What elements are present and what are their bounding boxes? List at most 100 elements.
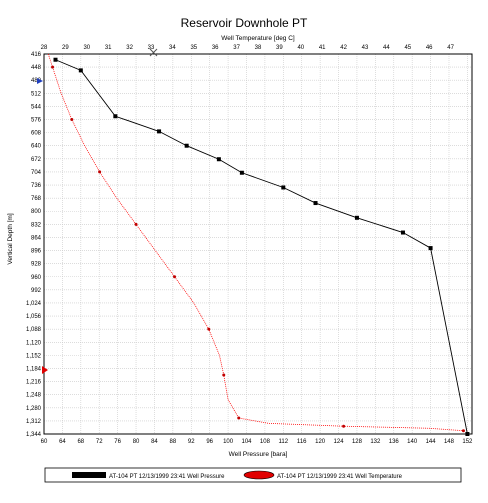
- red-triangle-icon: [42, 366, 48, 374]
- bottom-tick-label: 112: [279, 439, 289, 445]
- y-tick-label: 448: [31, 65, 42, 71]
- pointer-cursor-icon: [149, 48, 158, 57]
- y-tick-label: 1,280: [26, 406, 42, 412]
- bottom-tick-label: 144: [426, 439, 437, 445]
- y-tick-label: 544: [31, 104, 42, 110]
- y-tick-label: 704: [31, 170, 42, 176]
- pressure-point: [216, 157, 221, 162]
- y-tick-label: 1,024: [26, 301, 42, 307]
- bottom-tick-label: 140: [407, 439, 418, 445]
- legend-pressure-swatch: [72, 472, 106, 478]
- bottom-tick-label: 136: [389, 439, 400, 445]
- y-tick-label: 736: [31, 183, 42, 189]
- temperature-line: [47, 53, 464, 432]
- legend: AT-104 PT 12/13/1999 23:41 Well Pressure…: [44, 467, 462, 483]
- temperature-point: [237, 416, 241, 420]
- temperature-point: [342, 424, 346, 428]
- pressure-point: [113, 114, 118, 119]
- top-tick-label: 33: [148, 45, 155, 51]
- top-tick-label: 36: [212, 45, 219, 51]
- pressure-point: [53, 57, 58, 62]
- bottom-tick-label: 116: [297, 439, 307, 445]
- bottom-tick-label: 88: [170, 439, 177, 445]
- legend-pressure-label: AT-104 PT 12/13/1999 23:41 Well Pressure: [109, 474, 225, 480]
- temperature-point: [222, 373, 226, 377]
- temperature-point: [173, 275, 177, 279]
- top-tick-label: 31: [105, 45, 112, 51]
- pressure-point: [428, 246, 433, 251]
- top-tick-label: 29: [62, 45, 69, 51]
- y-tick-label: 672: [31, 157, 42, 163]
- bottom-tick-label: 100: [223, 439, 234, 445]
- bottom-tick-label: 60: [41, 439, 48, 445]
- y-tick-label: 864: [31, 235, 42, 241]
- y-tick-label: 800: [31, 209, 42, 215]
- y-tick-label: 416: [31, 52, 42, 58]
- top-tick-label: 30: [83, 45, 90, 51]
- legend-temperature-label: AT-104 PT 12/13/1999 23:41 Well Temperat…: [277, 474, 403, 480]
- temperature-point: [134, 222, 138, 226]
- y-tick-label: 1,248: [26, 393, 42, 399]
- series-layer: [47, 53, 470, 436]
- temperature-point: [207, 327, 211, 331]
- grid: [43, 53, 472, 435]
- axis-ticks: 4164484805125445766086406727047367688008…: [26, 45, 473, 445]
- y-tick-label: 512: [31, 91, 42, 97]
- top-tick-label: 34: [169, 45, 176, 51]
- pressure-point: [465, 432, 470, 436]
- bottom-tick-label: 132: [370, 439, 381, 445]
- top-tick-label: 46: [426, 45, 433, 51]
- pressure-point: [313, 201, 318, 206]
- bottom-axis-title: Well Pressure [bara]: [229, 451, 288, 458]
- y-tick-label: 608: [31, 131, 42, 137]
- y-tick-label: 960: [31, 275, 42, 281]
- top-tick-label: 40: [297, 45, 304, 51]
- temperature-point: [98, 170, 102, 174]
- bottom-tick-label: 92: [188, 439, 195, 445]
- bottom-tick-label: 76: [114, 439, 121, 445]
- y-tick-label: 1,184: [26, 366, 42, 372]
- top-tick-label: 39: [276, 45, 283, 51]
- bottom-tick-label: 96: [206, 439, 213, 445]
- legend-temperature-swatch: [243, 470, 275, 480]
- top-tick-label: 38: [255, 45, 262, 51]
- bottom-tick-label: 104: [241, 439, 252, 445]
- pressure-point: [157, 129, 162, 134]
- y-tick-label: 832: [31, 222, 42, 228]
- bottom-tick-label: 80: [133, 439, 140, 445]
- y-tick-label: 1,088: [26, 327, 42, 333]
- top-tick-label: 45: [404, 45, 411, 51]
- top-tick-label: 42: [340, 45, 347, 51]
- chart-title: Reservoir Downhole PT: [181, 16, 308, 30]
- top-tick-label: 35: [190, 45, 197, 51]
- pressure-point: [281, 185, 286, 190]
- bottom-tick-label: 72: [96, 439, 103, 445]
- pressure-point: [239, 170, 244, 175]
- top-tick-label: 43: [362, 45, 369, 51]
- bottom-tick-label: 148: [444, 439, 455, 445]
- plot-frame: [43, 53, 473, 435]
- y-tick-label: 1,216: [26, 380, 42, 386]
- y-tick-label: 928: [31, 262, 42, 268]
- y-tick-label: 1,344: [26, 432, 42, 438]
- top-tick-label: 47: [447, 45, 454, 51]
- bottom-tick-label: 124: [334, 439, 345, 445]
- top-tick-label: 32: [126, 45, 133, 51]
- y-tick-label: 992: [31, 288, 42, 294]
- top-tick-label: 44: [383, 45, 390, 51]
- y-tick-label: 1,056: [26, 314, 42, 320]
- y-tick-label: 480: [31, 78, 42, 84]
- bottom-tick-label: 68: [77, 439, 84, 445]
- bottom-tick-label: 120: [315, 439, 326, 445]
- temperature-point: [461, 429, 465, 433]
- top-tick-label: 41: [319, 45, 326, 51]
- pressure-point: [400, 230, 405, 235]
- y-tick-label: 1,152: [26, 353, 42, 359]
- pressure-point: [78, 68, 83, 73]
- top-tick-label: 28: [41, 45, 48, 51]
- top-axis-title: Well Temperature [deg C]: [221, 35, 295, 42]
- bottom-tick-label: 64: [59, 439, 66, 445]
- bottom-tick-label: 108: [260, 439, 271, 445]
- bottom-tick-label: 84: [151, 439, 158, 445]
